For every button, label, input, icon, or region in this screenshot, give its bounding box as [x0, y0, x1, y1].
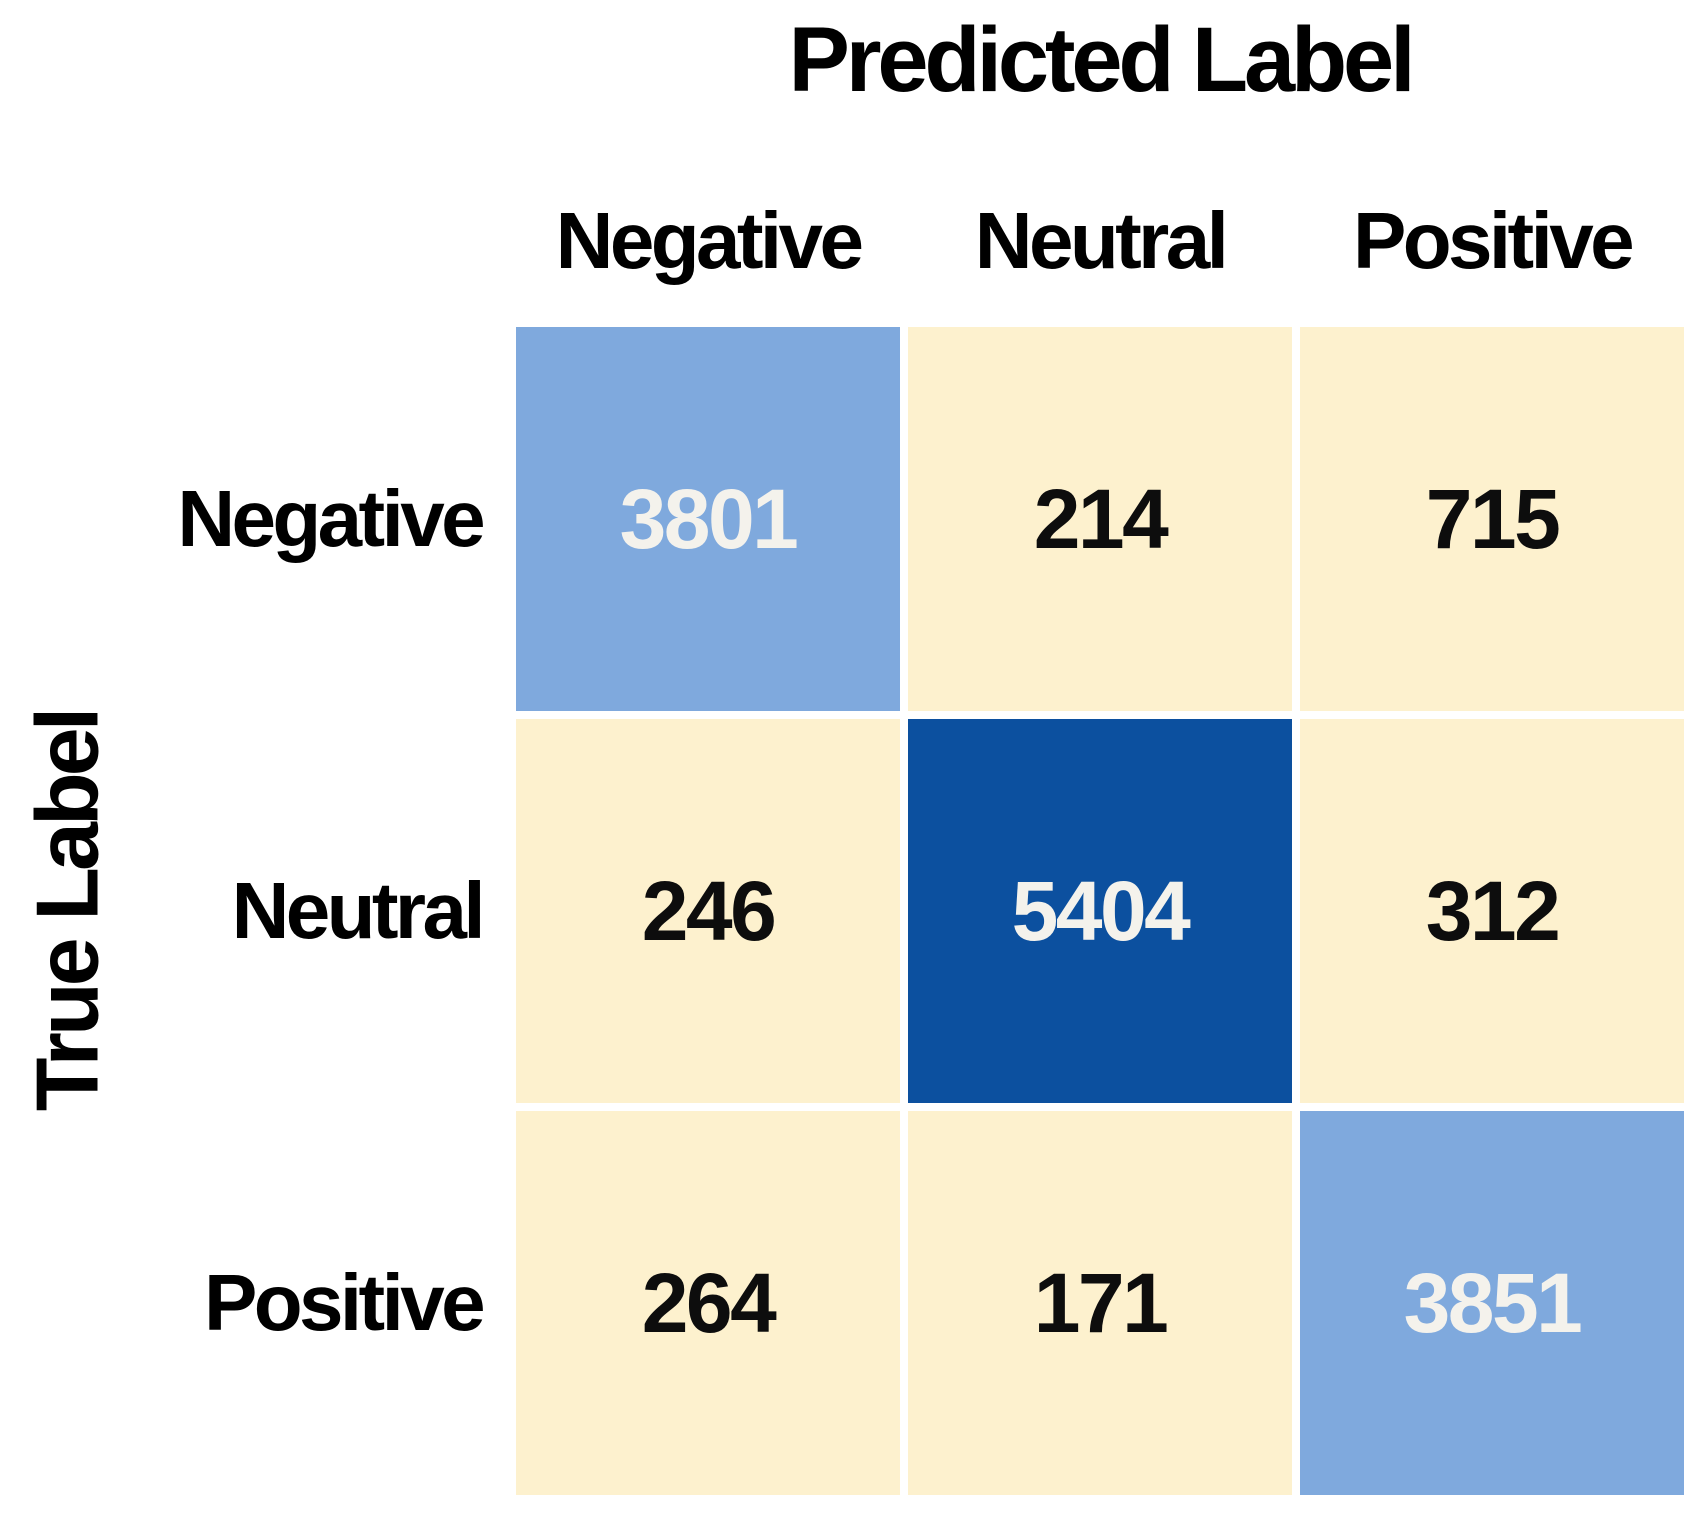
row-label-positive: Positive: [204, 1258, 486, 1347]
row-label-column: Negative Neutral Positive: [0, 327, 498, 1495]
column-header-positive: Positive: [1353, 196, 1635, 285]
cell-true-negative-pred-neutral: 214: [908, 327, 1292, 711]
cell-true-neutral-pred-negative: 246: [516, 719, 900, 1103]
column-header-row: Negative Neutral Positive: [516, 182, 1684, 300]
cell-true-neutral-pred-positive: 312: [1300, 719, 1684, 1103]
x-axis-title: Predicted Label: [788, 9, 1415, 111]
column-header-negative: Negative: [555, 196, 864, 285]
column-header-neutral: Neutral: [974, 196, 1229, 285]
cell-true-positive-pred-neutral: 171: [908, 1111, 1292, 1495]
heatmap-grid: 3801 214 715 246 5404 312 264 171 3851: [516, 327, 1684, 1495]
row-label-neutral: Neutral: [231, 866, 486, 955]
cell-true-positive-pred-negative: 264: [516, 1111, 900, 1495]
cell-true-negative-pred-negative: 3801: [516, 327, 900, 711]
cell-true-neutral-pred-neutral: 5404: [908, 719, 1292, 1103]
cell-true-positive-pred-positive: 3851: [1300, 1111, 1684, 1495]
row-label-negative: Negative: [177, 474, 485, 563]
cell-true-negative-pred-positive: 715: [1300, 327, 1684, 711]
